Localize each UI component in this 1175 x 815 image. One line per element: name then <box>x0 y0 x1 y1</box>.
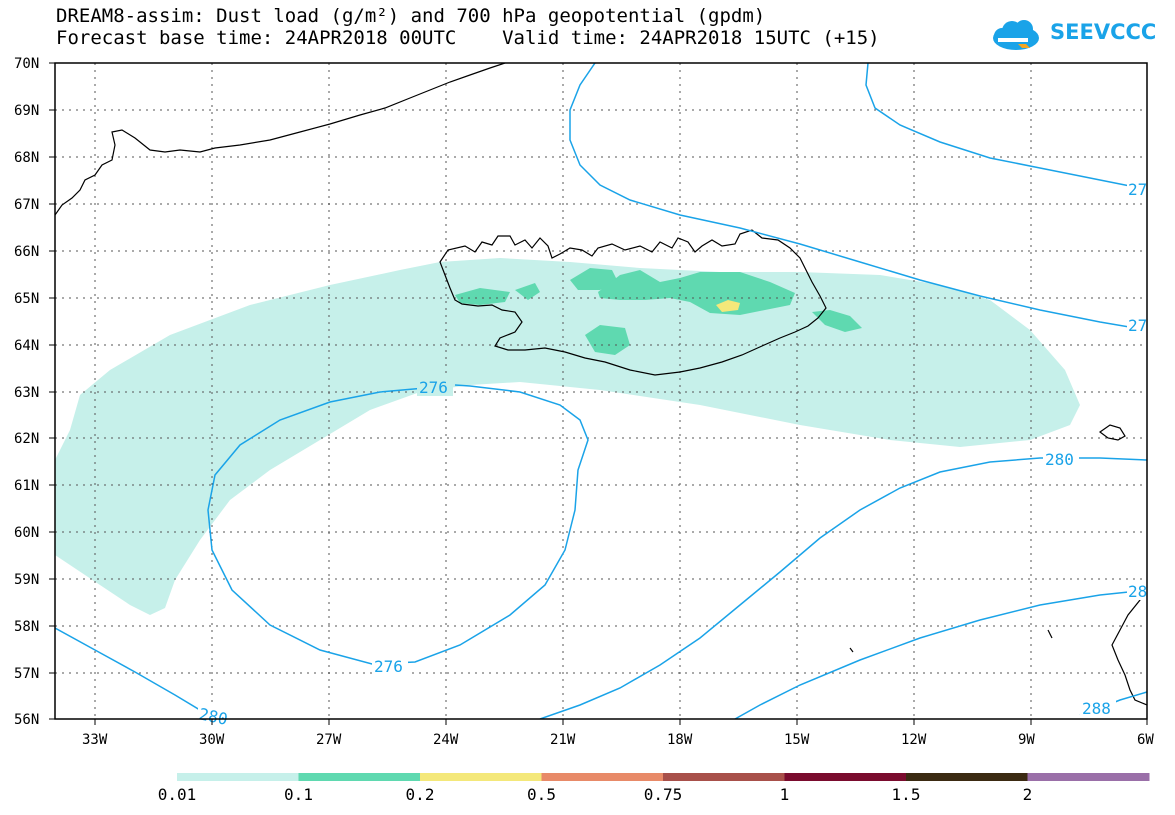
map-title: DREAM8-assim: Dust load (g/m²) and 700 h… <box>56 5 766 27</box>
seevccc-logo <box>993 20 1039 50</box>
colorbar-swatch <box>541 773 664 781</box>
lat-label: 66N <box>14 244 39 260</box>
contour-label: 276 <box>419 378 448 397</box>
contour-272-top <box>569 63 1147 331</box>
coastlines <box>55 63 1147 706</box>
colorbar-tick-label: 1.5 <box>892 785 921 804</box>
lon-label: 18W <box>667 732 693 748</box>
colorbar: 0.01 0.1 0.2 0.5 0.75 1 1.5 2 <box>158 773 1150 804</box>
lat-label: 65N <box>14 291 39 307</box>
colorbar-swatch <box>906 773 1028 781</box>
contour-label: 27 <box>1128 180 1147 199</box>
lat-label: 58N <box>14 619 39 635</box>
map-frame <box>54 62 1148 720</box>
colorbar-swatch <box>420 773 542 781</box>
lat-gridlines <box>55 109 1147 674</box>
logo-text: SEEVCCC <box>1050 20 1157 44</box>
lat-labels: 70N 69N 68N 67N 66N 65N 64N 63N 62N 61N … <box>14 56 39 728</box>
iceland-coastline <box>439 229 827 376</box>
lon-label: 15W <box>784 732 810 748</box>
lat-label: 70N <box>14 56 39 72</box>
contour-280-right <box>539 457 1147 719</box>
contour-268 <box>865 63 1147 191</box>
contour-label: 280 <box>1045 450 1074 469</box>
lon-label: 33W <box>82 732 108 748</box>
lat-label: 59N <box>14 572 39 588</box>
colorbar-tick-label: 2 <box>1023 785 1033 804</box>
lon-gridlines <box>94 63 1032 719</box>
dust-area-0.1 <box>455 268 862 355</box>
map-subtitle: Forecast base time: 24APR2018 00UTC Vali… <box>56 27 880 49</box>
colorbar-tick-label: 0.2 <box>406 785 435 804</box>
lon-labels: 33W 30W 27W 24W 21W 18W 15W 12W 9W 6W <box>82 732 1154 748</box>
colorbar-tick-label: 0.5 <box>527 785 556 804</box>
lat-label: 62N <box>14 431 39 447</box>
lon-label: 27W <box>316 732 342 748</box>
lat-label: 63N <box>14 385 39 401</box>
colorbar-swatch <box>784 773 907 781</box>
contour-label: 28 <box>1128 582 1147 601</box>
dust-area-0.01 <box>55 258 1080 615</box>
lat-label: 61N <box>14 478 39 494</box>
lon-label: 6W <box>1137 732 1154 748</box>
contour-label: 276 <box>374 657 403 676</box>
lat-label: 56N <box>14 712 39 728</box>
colorbar-tick-label: 0.1 <box>284 785 313 804</box>
colorbar-tick-label: 0.75 <box>644 785 683 804</box>
cloud-icon <box>993 20 1039 50</box>
lon-label: 12W <box>901 732 927 748</box>
scotland-coastline <box>1111 584 1147 706</box>
dust-area-0.2 <box>716 300 740 312</box>
lon-label: 24W <box>433 732 459 748</box>
contour-label: 27 <box>1128 316 1147 335</box>
contour-284 <box>734 589 1147 719</box>
lat-label: 69N <box>14 103 39 119</box>
colorbar-swatch <box>663 773 785 781</box>
contour-276 <box>207 384 589 665</box>
lon-label: 9W <box>1018 732 1035 748</box>
axis-ticks <box>49 62 1148 725</box>
lat-label: 68N <box>14 150 39 166</box>
lat-label: 60N <box>14 525 39 541</box>
lon-label: 30W <box>199 732 225 748</box>
faroe-coastline <box>1098 424 1126 441</box>
colorbar-tick-label: 1 <box>780 785 790 804</box>
lat-label: 67N <box>14 197 39 213</box>
colorbar-tick-label: 0.01 <box>158 785 197 804</box>
greenland-coastline <box>55 63 506 216</box>
contour-labels: 276 276 280 280 28 288 27 27 <box>197 180 1147 729</box>
lat-label: 64N <box>14 338 39 354</box>
lon-label: 21W <box>550 732 576 748</box>
contour-label: 288 <box>1082 699 1111 718</box>
lat-label: 57N <box>14 666 39 682</box>
colorbar-swatch <box>298 773 421 781</box>
colorbar-swatch <box>177 773 299 781</box>
colorbar-swatch <box>1027 773 1150 781</box>
